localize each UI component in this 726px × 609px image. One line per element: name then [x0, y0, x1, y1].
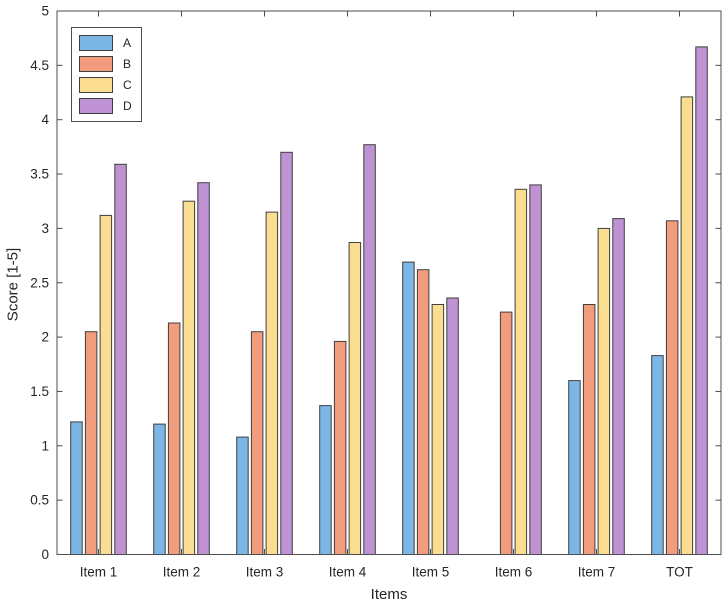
y-tick-label: 2.5 — [30, 275, 49, 290]
x-tick-label: Item 6 — [495, 565, 533, 580]
bar-a-item-5 — [402, 261, 415, 555]
bar-b-item-5 — [416, 269, 430, 555]
y-tick-label: 0 — [41, 547, 49, 562]
bar-b-item-7 — [582, 304, 596, 555]
bar-c-item-2 — [182, 200, 196, 555]
legend-entry-a: A — [79, 35, 132, 51]
bar-a-item-1 — [70, 421, 83, 555]
x-axis-label: Items — [370, 586, 408, 603]
legend-label-b: B — [123, 57, 132, 71]
bar-c-item-4 — [348, 242, 362, 555]
bar-b-item-3 — [250, 331, 264, 556]
y-tick-label: 1.5 — [30, 384, 49, 399]
y-tick-label: 1 — [41, 438, 49, 453]
legend-label-a: A — [123, 36, 132, 50]
bar-c-item-6 — [514, 188, 528, 556]
legend-entry-d: D — [79, 98, 132, 114]
bar-a-tot — [651, 355, 664, 555]
bar-d-item-5 — [446, 297, 459, 555]
bar-a-item-4 — [319, 405, 332, 555]
bar-d-item-1 — [114, 163, 127, 556]
x-tick-label: Item 1 — [80, 565, 118, 580]
y-tick-label: 4.5 — [30, 58, 49, 73]
y-tick-label: 3.5 — [30, 167, 49, 182]
x-tick-label: TOT — [666, 565, 693, 580]
legend-swatch-c — [79, 77, 113, 93]
bar-b-item-6 — [499, 311, 513, 555]
legend-swatch-a — [79, 35, 113, 51]
bar-d-item-7 — [612, 218, 625, 555]
bar-b-item-4 — [333, 340, 347, 555]
bar-c-item-7 — [597, 227, 611, 555]
legend-swatch-d — [79, 98, 113, 114]
bar-c-item-3 — [265, 211, 279, 555]
x-tick-label: Item 4 — [329, 565, 367, 580]
y-tick-label: 5 — [41, 4, 49, 19]
bar-c-item-1 — [99, 214, 113, 555]
bar-c-tot — [680, 96, 694, 556]
bar-a-item-3 — [236, 436, 249, 556]
bar-d-item-6 — [529, 184, 542, 555]
y-tick-label: 3 — [41, 221, 49, 236]
legend: A B C D — [71, 27, 142, 122]
bar-d-item-2 — [197, 182, 210, 555]
x-tick-label: Item 3 — [246, 565, 284, 580]
y-tick-label: 2 — [41, 330, 49, 345]
y-axis-label: Score [1-5] — [4, 247, 22, 322]
legend-entry-b: B — [79, 56, 132, 72]
bar-d-tot — [695, 46, 708, 556]
x-tick-label: Item 5 — [412, 565, 450, 580]
legend-swatch-b — [79, 56, 113, 72]
y-tick-label: 0.5 — [30, 493, 49, 508]
bar-a-item-2 — [153, 423, 166, 555]
y-tick-label: 4 — [41, 112, 49, 127]
bar-d-item-3 — [280, 151, 293, 556]
legend-label-d: D — [123, 99, 132, 113]
bar-c-item-5 — [431, 304, 445, 555]
legend-entry-c: C — [79, 77, 132, 93]
x-tick-label: Item 7 — [578, 565, 616, 580]
legend-label-c: C — [123, 78, 132, 92]
bar-b-item-1 — [84, 331, 98, 556]
bar-b-tot — [665, 220, 679, 556]
bar-a-item-7 — [568, 380, 581, 555]
bar-d-item-4 — [363, 144, 376, 555]
x-tick-label: Item 2 — [163, 565, 201, 580]
bar-b-item-2 — [167, 322, 181, 555]
